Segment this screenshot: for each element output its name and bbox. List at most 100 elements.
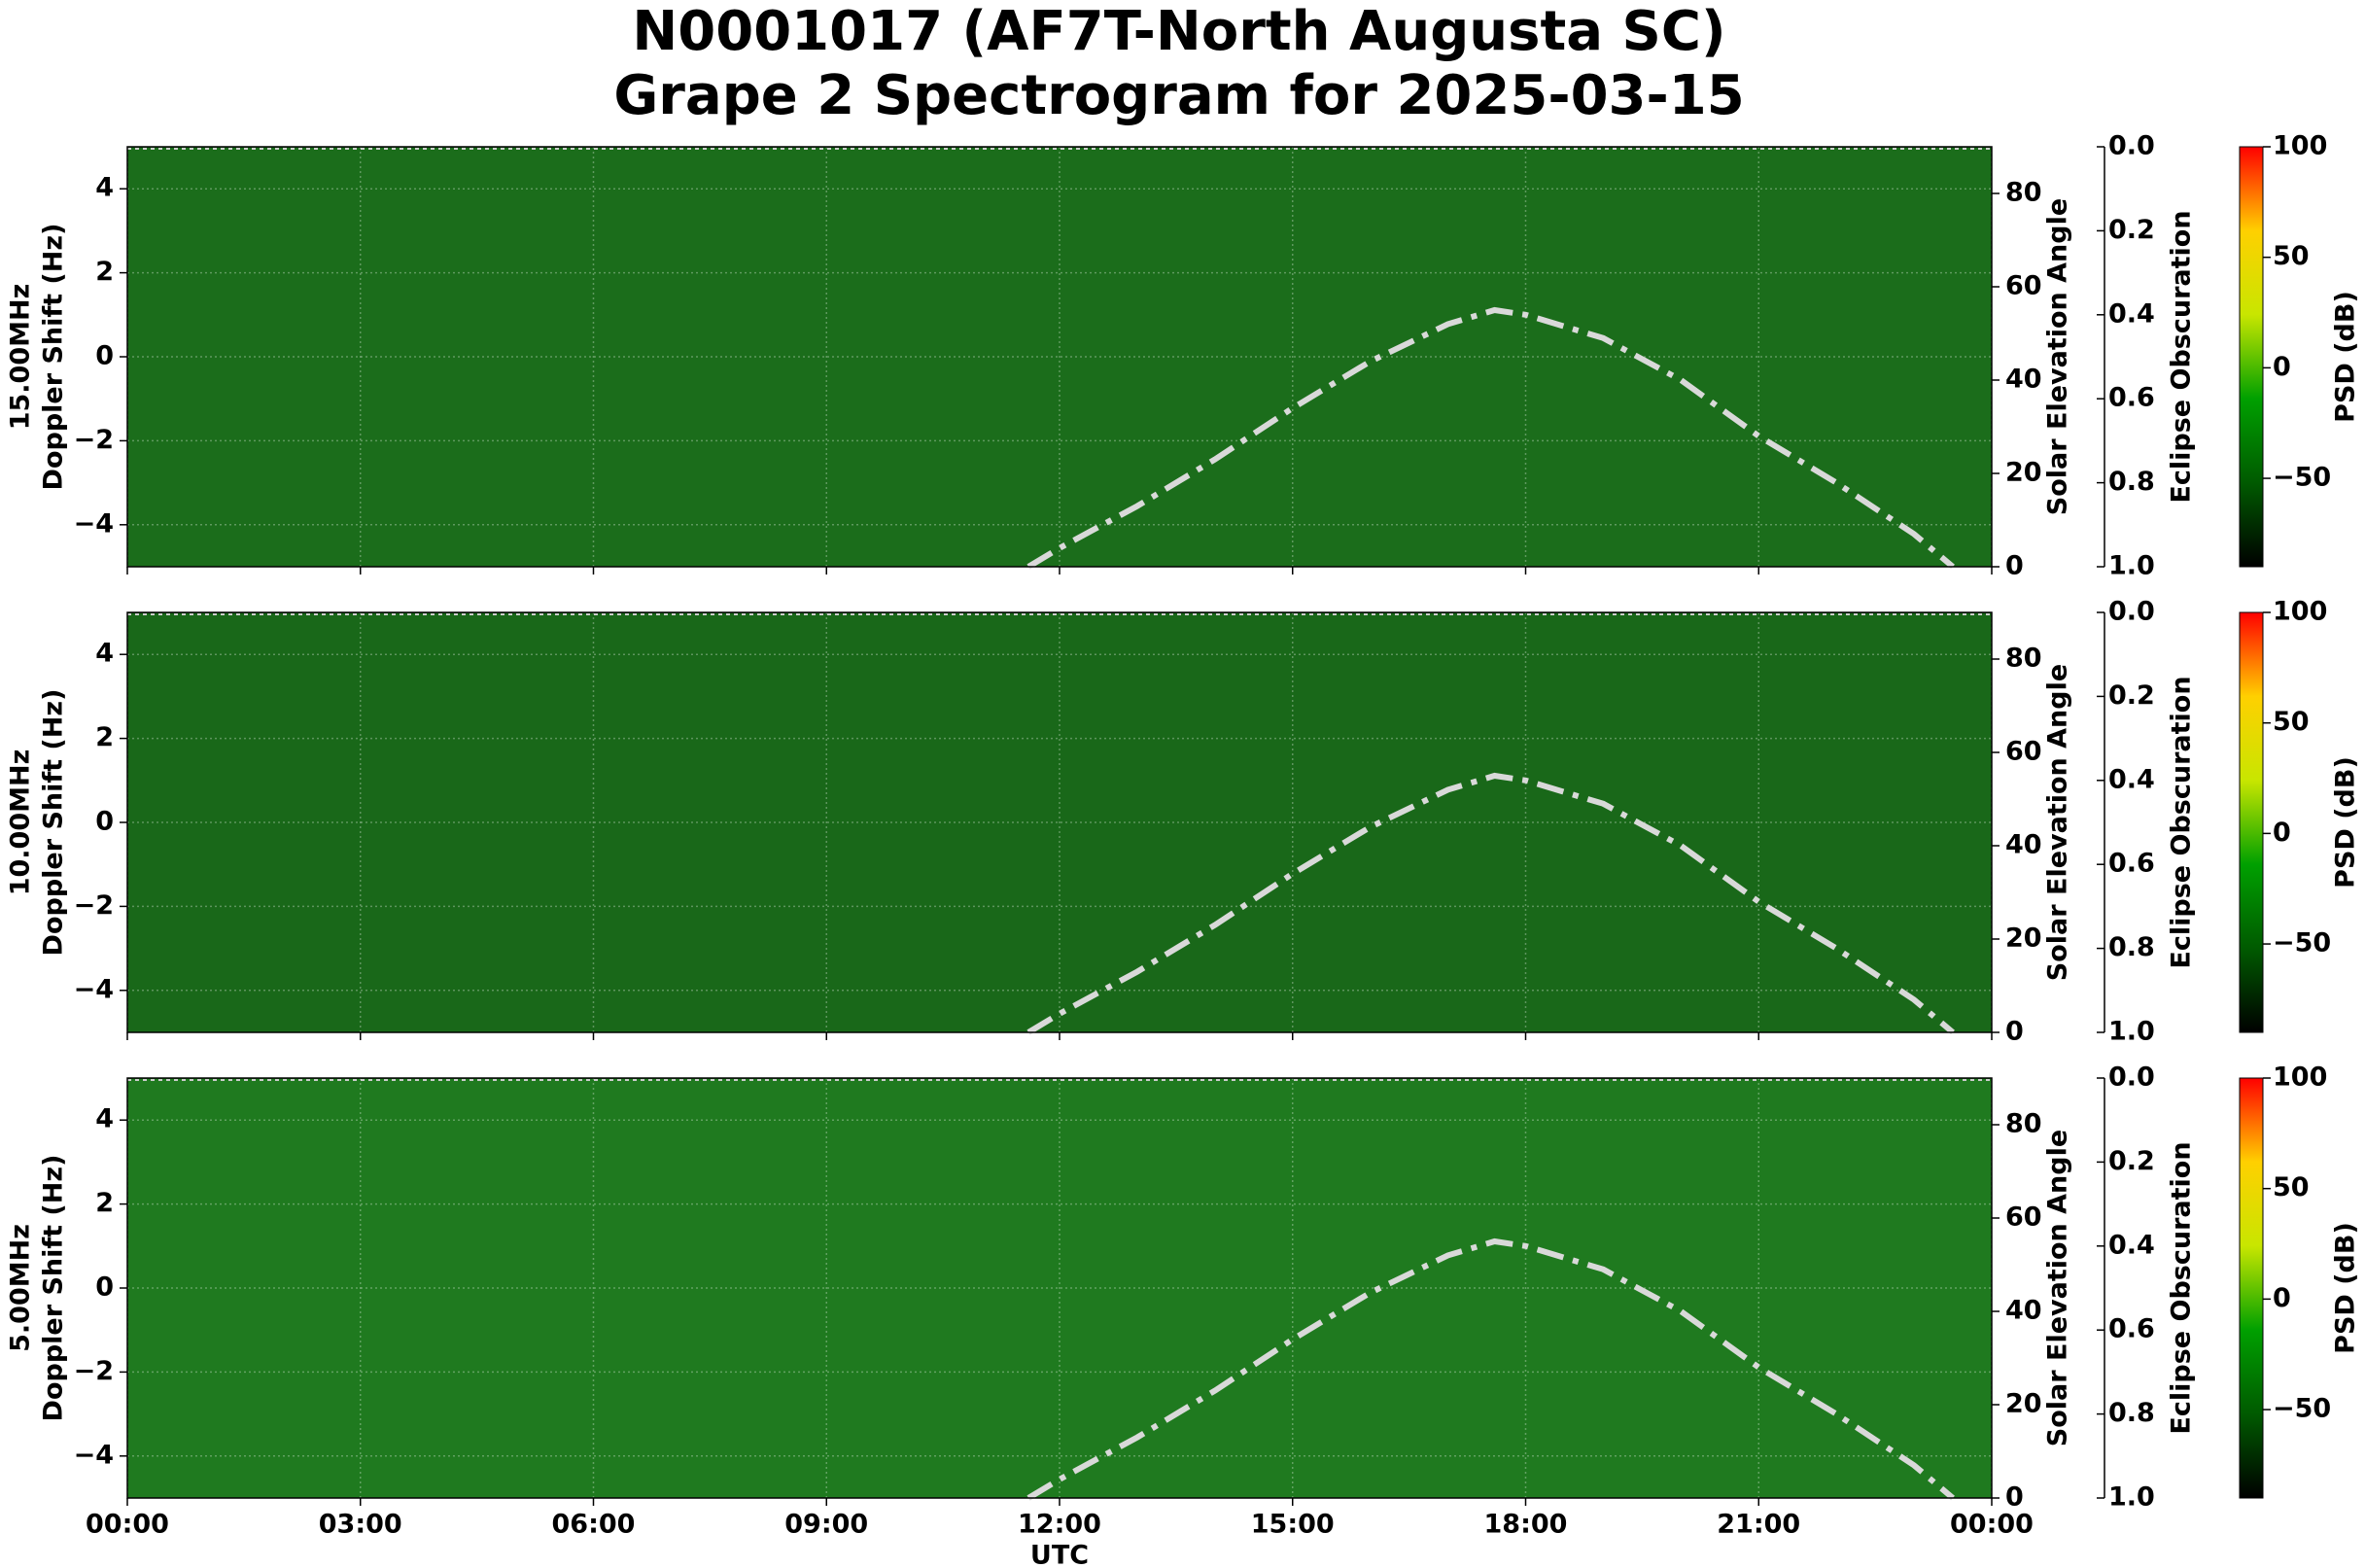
x-tick-label: 12:00 bbox=[1018, 1510, 1101, 1540]
y2-tick-label: 60 bbox=[2005, 737, 2042, 767]
colorbar-tick-label: −50 bbox=[2273, 1394, 2331, 1424]
y2-tick-label: 40 bbox=[2005, 365, 2042, 395]
eclipse-tick-label: 0.6 bbox=[2108, 849, 2155, 879]
y2-tick-label: 40 bbox=[2005, 1296, 2042, 1326]
colorbar-tick-label: 0 bbox=[2273, 1283, 2291, 1313]
solar-elevation-line bbox=[1026, 1237, 1955, 1501]
colorbar-tick-label: 100 bbox=[2273, 597, 2327, 627]
eclipse-tick-label: 0.2 bbox=[2108, 215, 2155, 245]
x-tick-label: 00:00 bbox=[86, 1510, 169, 1540]
x-tick-label: 06:00 bbox=[552, 1510, 636, 1540]
chart-title: N0001017 (AF7T-North Augusta SC) bbox=[632, 0, 1725, 63]
y2-tick-label: 0 bbox=[2005, 1482, 2024, 1513]
colorbar bbox=[2239, 611, 2264, 1033]
y-tick-label: 2 bbox=[95, 722, 114, 752]
spectrogram-image bbox=[127, 612, 1992, 1032]
eclipse-axis-label: Eclipse Obscuration bbox=[2167, 1141, 2197, 1434]
eclipse-tick-label: 0.0 bbox=[2108, 1063, 2155, 1093]
solar-elevation-line bbox=[1026, 306, 1955, 570]
colorbar-label: PSD (dB) bbox=[2331, 756, 2361, 889]
y-tick-label: 4 bbox=[95, 1104, 114, 1134]
colorbar-tick-label: −50 bbox=[2273, 928, 2331, 958]
plot-frame bbox=[126, 146, 1993, 568]
y2-tick-label: 20 bbox=[2005, 458, 2042, 488]
y-tick-label: 0 bbox=[95, 1272, 114, 1303]
y2-tick-label: 40 bbox=[2005, 830, 2042, 860]
y-tick-label: 2 bbox=[95, 257, 114, 287]
chart-subtitle: Grape 2 Spectrogram for 2025-03-15 bbox=[613, 64, 1744, 127]
eclipse-tick-label: 0.8 bbox=[2108, 467, 2155, 497]
y2-tick-label: 20 bbox=[2005, 1389, 2042, 1419]
x-tick-label: 00:00 bbox=[1950, 1510, 2034, 1540]
solar-elevation-line bbox=[1026, 772, 1955, 1035]
x-tick-label: 03:00 bbox=[319, 1510, 402, 1540]
colorbar-tick-label: 100 bbox=[2273, 1063, 2327, 1093]
eclipse-tick-label: 0.2 bbox=[2108, 680, 2155, 711]
plot-frame bbox=[126, 1077, 1993, 1499]
colorbar-tick-label: 50 bbox=[2273, 241, 2310, 271]
eclipse-axis-label: Eclipse Obscuration bbox=[2167, 210, 2197, 503]
eclipse-tick-label: 0.4 bbox=[2108, 1230, 2155, 1260]
y-axis-label: Doppler Shift (Hz) bbox=[39, 224, 69, 491]
y-axis-label: Doppler Shift (Hz) bbox=[39, 1155, 69, 1422]
frequency-label: 5.00MHz bbox=[6, 1224, 36, 1352]
eclipse-tick-label: 0.8 bbox=[2108, 932, 2155, 962]
eclipse-tick-label: 0.8 bbox=[2108, 1398, 2155, 1428]
colorbar-tick-label: 0 bbox=[2273, 352, 2291, 382]
spectrogram-image bbox=[127, 1078, 1992, 1498]
spectrogram-image bbox=[127, 147, 1992, 567]
y-tick-label: −2 bbox=[74, 1356, 114, 1386]
y-axis-label: Doppler Shift (Hz) bbox=[39, 689, 69, 957]
y-tick-label: 0 bbox=[95, 807, 114, 837]
eclipse-tick-label: 1.0 bbox=[2108, 1017, 2155, 1047]
y-tick-label: −4 bbox=[74, 508, 114, 539]
y-tick-label: −2 bbox=[74, 890, 114, 921]
eclipse-tick-label: 0.0 bbox=[2108, 597, 2155, 627]
plot-frame bbox=[126, 611, 1993, 1033]
y2-tick-label: 60 bbox=[2005, 271, 2042, 301]
colorbar-label: PSD (dB) bbox=[2331, 291, 2361, 423]
eclipse-tick-label: 0.0 bbox=[2108, 131, 2155, 161]
eclipse-tick-label: 1.0 bbox=[2108, 1482, 2155, 1513]
y2-axis-label: Solar Elevation Angle bbox=[2043, 664, 2073, 981]
y2-tick-label: 80 bbox=[2005, 178, 2042, 208]
eclipse-tick-label: 0.4 bbox=[2108, 764, 2155, 794]
colorbar-label: PSD (dB) bbox=[2331, 1222, 2361, 1354]
y2-tick-label: 0 bbox=[2005, 1017, 2024, 1047]
eclipse-tick-label: 1.0 bbox=[2108, 551, 2155, 581]
y-tick-label: 4 bbox=[95, 639, 114, 669]
eclipse-tick-label: 0.2 bbox=[2108, 1146, 2155, 1176]
y2-axis-label: Solar Elevation Angle bbox=[2043, 198, 2073, 515]
eclipse-tick-label: 0.4 bbox=[2108, 298, 2155, 329]
eclipse-tick-label: 0.6 bbox=[2108, 383, 2155, 413]
y2-tick-label: 80 bbox=[2005, 1109, 2042, 1139]
y-tick-label: −2 bbox=[74, 425, 114, 455]
colorbar bbox=[2239, 1077, 2264, 1499]
y2-tick-label: 0 bbox=[2005, 551, 2024, 581]
y-tick-label: 2 bbox=[95, 1188, 114, 1218]
eclipse-tick-label: 0.6 bbox=[2108, 1314, 2155, 1344]
colorbar-tick-label: 50 bbox=[2273, 1172, 2310, 1202]
y2-axis-label: Solar Elevation Angle bbox=[2043, 1130, 2073, 1446]
y2-tick-label: 60 bbox=[2005, 1202, 2042, 1233]
x-axis-label: UTC bbox=[1030, 1541, 1089, 1568]
x-tick-label: 18:00 bbox=[1484, 1510, 1568, 1540]
colorbar-tick-label: 50 bbox=[2273, 707, 2310, 737]
x-tick-label: 09:00 bbox=[784, 1510, 868, 1540]
frequency-label: 10.00MHz bbox=[6, 749, 36, 896]
y-tick-label: 0 bbox=[95, 341, 114, 371]
x-tick-label: 21:00 bbox=[1717, 1510, 1800, 1540]
y-tick-label: −4 bbox=[74, 974, 114, 1004]
frequency-label: 15.00MHz bbox=[6, 284, 36, 431]
colorbar-tick-label: −50 bbox=[2273, 463, 2331, 493]
colorbar bbox=[2239, 146, 2264, 568]
eclipse-axis-label: Eclipse Obscuration bbox=[2167, 676, 2197, 968]
y-tick-label: 4 bbox=[95, 173, 114, 203]
x-tick-label: 15:00 bbox=[1251, 1510, 1335, 1540]
colorbar-tick-label: 0 bbox=[2273, 818, 2291, 848]
y2-tick-label: 20 bbox=[2005, 923, 2042, 954]
y-tick-label: −4 bbox=[74, 1440, 114, 1470]
y2-tick-label: 80 bbox=[2005, 644, 2042, 674]
